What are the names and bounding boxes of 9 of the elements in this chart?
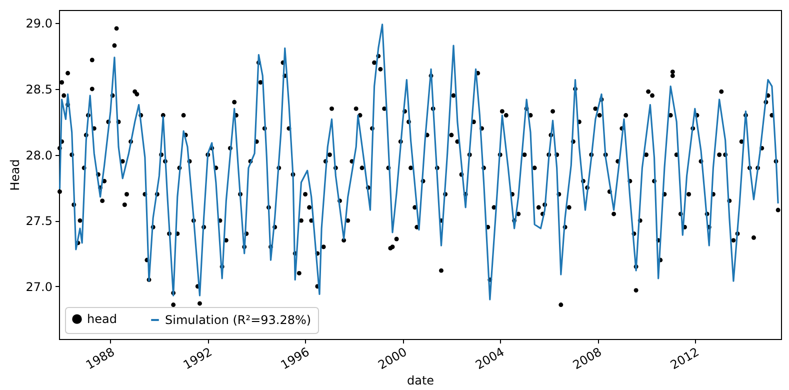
- y-tick-label: 27.5: [26, 214, 52, 228]
- y-axis-title: Head: [8, 159, 22, 191]
- x-axis-title: date: [406, 373, 434, 388]
- legend-label: Simulation (R²=93.28%): [165, 313, 312, 327]
- y-tick-label: 27.0: [26, 280, 52, 294]
- y-tick-label: 28.5: [26, 82, 52, 96]
- y-tick-label: 28.0: [26, 148, 52, 162]
- y-tick-label: 29.0: [26, 16, 52, 31]
- legend-label: head: [87, 312, 117, 326]
